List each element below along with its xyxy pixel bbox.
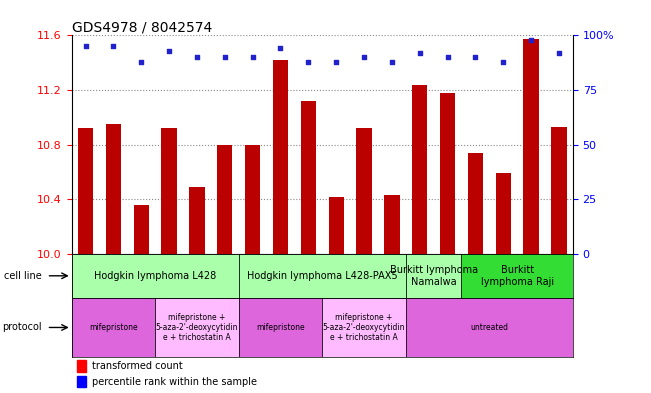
Bar (495, 173, 511, 254)
Bar (551, 127, 566, 254)
Bar (384, 195, 400, 254)
Bar (161, 128, 176, 254)
Point (219, 54, 230, 61)
Text: Hodgkin lymphoma L428-PAX5: Hodgkin lymphoma L428-PAX5 (247, 271, 398, 281)
Bar (329, 196, 344, 254)
Bar (245, 145, 260, 254)
Point (247, 54, 258, 61)
Point (331, 59, 341, 65)
Point (303, 59, 314, 65)
Bar (155, 298, 239, 357)
Text: protocol: protocol (2, 323, 42, 332)
Bar (412, 84, 427, 254)
Text: transformed count: transformed count (92, 361, 182, 371)
Bar (406, 254, 462, 298)
Point (108, 43, 118, 50)
Bar (239, 298, 322, 357)
Point (359, 54, 369, 61)
Bar (301, 101, 316, 254)
Point (136, 59, 146, 65)
Bar (133, 205, 149, 254)
Bar (77, 360, 86, 372)
Point (498, 59, 508, 65)
Bar (356, 128, 372, 254)
Point (415, 50, 425, 56)
Bar (239, 254, 406, 298)
Bar (72, 254, 239, 298)
Point (80, 43, 90, 50)
Text: mifepristone: mifepristone (89, 323, 138, 332)
Text: cell line: cell line (4, 271, 42, 281)
Bar (217, 145, 232, 254)
Bar (189, 187, 204, 254)
Text: Hodgkin lymphoma L428: Hodgkin lymphoma L428 (94, 271, 216, 281)
Text: percentile rank within the sample: percentile rank within the sample (92, 377, 256, 387)
Bar (72, 298, 155, 357)
Point (191, 54, 202, 61)
Point (526, 37, 536, 43)
Point (275, 45, 286, 51)
Bar (322, 298, 406, 357)
Point (554, 50, 564, 56)
Bar (77, 376, 86, 387)
Text: Burkitt lymphoma
Namalwa: Burkitt lymphoma Namalwa (389, 265, 478, 286)
Point (470, 54, 480, 61)
Text: mifepristone +
5-aza-2'-deoxycytidin
e + trichostatin A: mifepristone + 5-aza-2'-deoxycytidin e +… (156, 312, 238, 342)
Bar (78, 128, 93, 254)
Bar (523, 39, 539, 254)
Bar (105, 124, 121, 254)
Bar (440, 93, 455, 254)
Text: mifepristone: mifepristone (256, 323, 305, 332)
Point (387, 59, 397, 65)
Text: GDS4978 / 8042574: GDS4978 / 8042574 (72, 20, 212, 34)
Text: Burkitt
lymphoma Raji: Burkitt lymphoma Raji (480, 265, 554, 286)
Bar (273, 60, 288, 254)
Bar (462, 254, 573, 298)
Text: untreated: untreated (470, 323, 508, 332)
Text: mifepristone +
5-aza-2'-deoxycytidin
e + trichostatin A: mifepristone + 5-aza-2'-deoxycytidin e +… (323, 312, 406, 342)
Bar (406, 298, 573, 357)
Point (164, 48, 174, 54)
Bar (468, 153, 483, 254)
Point (443, 54, 453, 61)
